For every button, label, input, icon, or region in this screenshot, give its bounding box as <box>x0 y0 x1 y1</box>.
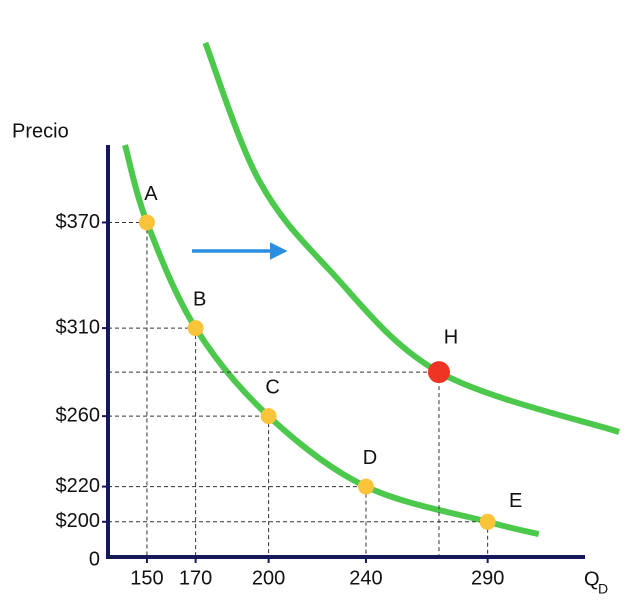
point-label: D <box>363 447 377 469</box>
x-axis-subscript: D <box>598 581 608 597</box>
point-label: E <box>509 490 522 512</box>
point-label: B <box>193 288 206 310</box>
point <box>427 361 450 384</box>
point <box>187 320 204 337</box>
point-label: C <box>265 376 279 398</box>
demand-curve <box>122 144 540 538</box>
point <box>138 214 155 231</box>
y-tick-label: $370 <box>56 211 101 233</box>
y-tick-label: $220 <box>56 475 101 497</box>
y-tick-label: $260 <box>56 404 101 426</box>
x-axis-label: Q <box>584 568 600 590</box>
point <box>260 408 277 425</box>
x-tick-label: 150 <box>130 567 163 589</box>
y-axis-label: Precio <box>12 120 69 142</box>
y-tick-label: $310 <box>56 316 101 338</box>
x-tick-label: 240 <box>349 567 382 589</box>
point <box>479 513 496 530</box>
point-label: H <box>444 326 458 348</box>
demand-curve <box>202 41 621 435</box>
point <box>357 478 374 495</box>
point-label: A <box>144 183 158 205</box>
y-tick-label: $200 <box>56 510 101 532</box>
origin-label: 0 <box>89 548 100 570</box>
x-tick-label: 200 <box>252 567 285 589</box>
x-tick-label: 170 <box>179 567 212 589</box>
x-tick-label: 290 <box>471 567 504 589</box>
